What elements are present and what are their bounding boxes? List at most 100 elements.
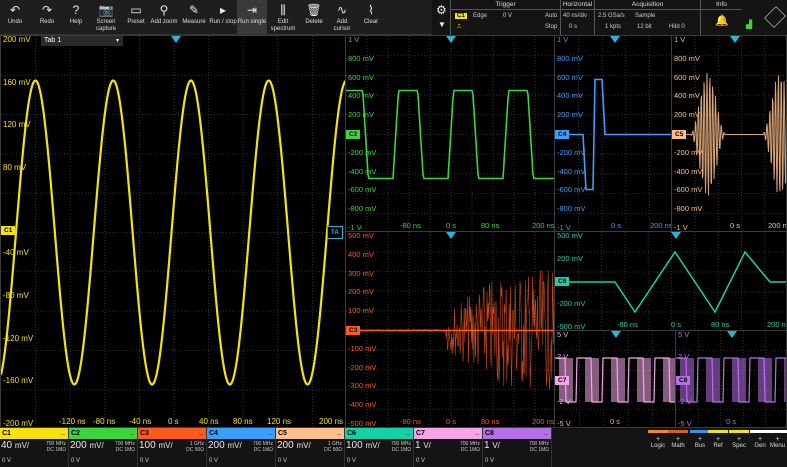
channel-box-c3[interactable]: C3 _ 100 mV/1 GHz DC 50Ω 0 V xyxy=(138,428,207,467)
channel-box-c2[interactable]: C2 _ 200 mV/700 MHz DC 1MΩ 0 V xyxy=(69,428,138,467)
clear-button[interactable]: ⌇ Clear xyxy=(356,0,386,34)
channel-bandwidth: 700 MHz DC 1MΩ xyxy=(252,441,273,453)
run-single-button[interactable]: ⇥ Run single xyxy=(237,0,267,34)
info-panel[interactable]: Info 🔔 xyxy=(700,0,742,35)
edit-spectrum-button[interactable]: ⫼ Edit spectrum xyxy=(268,0,298,34)
c4-waveform-diagram[interactable]: 1 V 800 mV 600 mV 400 mV 200 mV -200 mV -400 m… xyxy=(554,35,672,232)
ta-marker[interactable]: TA xyxy=(326,226,343,239)
trigger-position-icon[interactable] xyxy=(671,232,681,239)
x-tick-label: 80 ns xyxy=(481,417,500,426)
logic-button[interactable]: + Logic xyxy=(648,430,668,467)
trigger-position-icon[interactable] xyxy=(446,36,456,43)
minimize-icon[interactable]: _ xyxy=(199,429,203,436)
c2-waveform-diagram[interactable]: 1 V 800 mV 600 mV 400 mV 200 mV -200 mV -400 m… xyxy=(345,35,555,232)
rs-logo-icon[interactable] xyxy=(764,6,786,28)
minimize-icon[interactable]: _ xyxy=(337,429,341,436)
clear-button-label: Clear xyxy=(363,19,379,25)
channel-marker[interactable]: C3 xyxy=(346,326,361,335)
button-label: Logic xyxy=(650,443,666,449)
button-color-bar xyxy=(729,430,749,433)
channel-marker[interactable]: C8 xyxy=(676,376,691,385)
channel-marker[interactable]: C5 xyxy=(672,130,687,139)
screen-capture-button[interactable]: 📷 Screen capture xyxy=(90,0,122,34)
trigger-gear-icon[interactable]: ⚙ xyxy=(436,3,447,17)
y-tick-label: 2 V xyxy=(678,352,690,362)
menu-button[interactable]: + Menu xyxy=(768,430,787,467)
c3-waveform-diagram[interactable]: 500 mV 400 mV 300 mV 200 mV 100 mV -100 mV -20… xyxy=(345,231,555,428)
measure-button[interactable]: ✎ Measure xyxy=(179,0,209,34)
horizontal-header: Horizontal xyxy=(561,1,594,10)
redo-button[interactable]: ↷ Redo xyxy=(33,0,61,34)
minimize-icon[interactable]: _ xyxy=(61,429,65,436)
channel-marker[interactable]: C1 xyxy=(1,226,16,235)
spectrum-icon: ⫼ xyxy=(280,3,286,18)
button-color-bar xyxy=(648,430,668,433)
y-tick-label: -1 V xyxy=(348,223,362,232)
c7-waveform-diagram[interactable]: 5 V 2 V -2 V -5 V 0 s C7 xyxy=(554,330,676,428)
y-tick-label: 200 mV xyxy=(348,110,374,120)
c8-waveform-diagram[interactable]: 5 V 2 V -2 V -5 V 0 s C8 xyxy=(675,330,787,428)
trigger-position-icon[interactable] xyxy=(171,36,181,43)
plus-icon: + xyxy=(736,436,742,443)
channel-box-c7[interactable]: C7 _ 1 V/700 MHz DC 1MΩ 0 V xyxy=(414,428,483,467)
acquisition-panel[interactable]: Acquisition 2.5 GSa/s Sample 1 kpts 12 b… xyxy=(594,0,700,35)
c6-waveform-diagram[interactable]: 500 mV 200 mV -200 mV -500 mV -80 ns 0 s 80 ns… xyxy=(554,231,787,331)
minimize-icon[interactable]: _ xyxy=(475,429,479,436)
trigger-position-icon[interactable] xyxy=(727,331,737,338)
y-tick-label: -600 mV xyxy=(557,185,586,195)
channel-box-c4[interactable]: C4 _ 200 mV/700 MHz DC 1MΩ 0 V xyxy=(207,428,276,467)
undo-icon: ↶ xyxy=(9,3,21,18)
channel-box-c5[interactable]: C5 _ 200 mV/1 GHz DC 50Ω 0 V xyxy=(276,428,345,467)
ref-button[interactable]: + Ref xyxy=(708,430,728,467)
add-zoom-button[interactable]: ⚲ Add zoom xyxy=(150,0,178,34)
spec-button[interactable]: + Spec xyxy=(729,430,749,467)
trigger-dropdown-icon[interactable]: ▼ xyxy=(438,20,446,29)
bus-button[interactable]: + Bus xyxy=(690,430,710,467)
y-tick-label: -200 mV xyxy=(557,299,586,309)
math-button[interactable]: + Math xyxy=(668,430,688,467)
y-tick-label: 500 mV xyxy=(557,231,583,240)
channel-marker[interactable]: C2 xyxy=(346,130,361,139)
y-tick-label: -800 mV xyxy=(557,204,586,214)
undo-button-label: Undo xyxy=(7,19,23,25)
delete-button[interactable]: 🗑 Delete xyxy=(300,0,328,34)
trigger-position-icon[interactable] xyxy=(611,331,621,338)
y-tick-label: 1 V xyxy=(674,35,686,44)
minimize-icon[interactable]: _ xyxy=(130,429,134,436)
minimize-icon[interactable]: _ xyxy=(268,429,272,436)
minimize-icon[interactable]: _ xyxy=(406,429,410,436)
minimize-icon[interactable]: _ xyxy=(544,429,548,436)
trigger-header: Trigger xyxy=(451,0,560,10)
channel-offset: 0 V xyxy=(71,458,81,464)
y-tick-label: 120 mV xyxy=(3,120,31,130)
channel-offset: 0 V xyxy=(2,458,12,464)
add-cursor-button[interactable]: ∿ Add cursor xyxy=(329,0,355,34)
add-cursor-button-label: Add cursor xyxy=(333,19,351,32)
y-tick-label: -160 mV xyxy=(3,376,34,386)
channel-box-c8[interactable]: C8 _ 1 V/700 MHz DC 1MΩ 0 V xyxy=(483,428,552,467)
trigger-panel[interactable]: Trigger C1 Edge 0 V Auto Stop ⎍ xyxy=(450,0,560,35)
main-waveform-diagram[interactable]: Tab 1 ▾ 200 mV 160 mV 120 mV 80 mV -40 mV -80 … xyxy=(0,35,346,428)
undo-button[interactable]: ↶ Undo xyxy=(0,0,30,34)
channel-box-c6[interactable]: C6 _ 100 mV/700 MHz DC 1MΩ 0 V xyxy=(345,428,414,467)
y-tick-label: 1 V xyxy=(348,35,360,44)
horizontal-panel[interactable]: Horizontal 40 ns/div 0 s xyxy=(560,0,594,35)
trigger-position-icon[interactable] xyxy=(610,36,620,43)
y-tick-label: -2 V xyxy=(678,396,692,406)
button-color-bar xyxy=(690,430,710,433)
channel-marker[interactable]: C6 xyxy=(555,277,570,286)
channel-marker[interactable]: C7 xyxy=(555,376,570,385)
gen-button[interactable]: + Gen xyxy=(750,430,770,467)
y-tick-label: 300 mV xyxy=(348,268,374,278)
trigger-position-icon[interactable] xyxy=(446,232,456,239)
help-button[interactable]: ? Help xyxy=(62,0,90,34)
channel-box-c1[interactable]: C1 _ 40 mV/700 MHz DC 1MΩ 0 V xyxy=(0,428,69,467)
trash-icon: 🗑 xyxy=(306,3,322,18)
run-stop-button[interactable]: ▸ Run / stop xyxy=(209,0,237,34)
preset-button[interactable]: ▭ Preset xyxy=(123,0,149,34)
tab-1[interactable]: Tab 1 ▾ xyxy=(41,36,123,46)
trigger-position-icon[interactable] xyxy=(730,36,740,43)
c5-waveform-diagram[interactable]: 1 V 800 mV 600 mV 400 mV 200 mV -200 mV -400 m… xyxy=(671,35,787,232)
channel-name: C1 _ xyxy=(0,428,68,439)
channel-marker[interactable]: C4 xyxy=(555,130,570,139)
